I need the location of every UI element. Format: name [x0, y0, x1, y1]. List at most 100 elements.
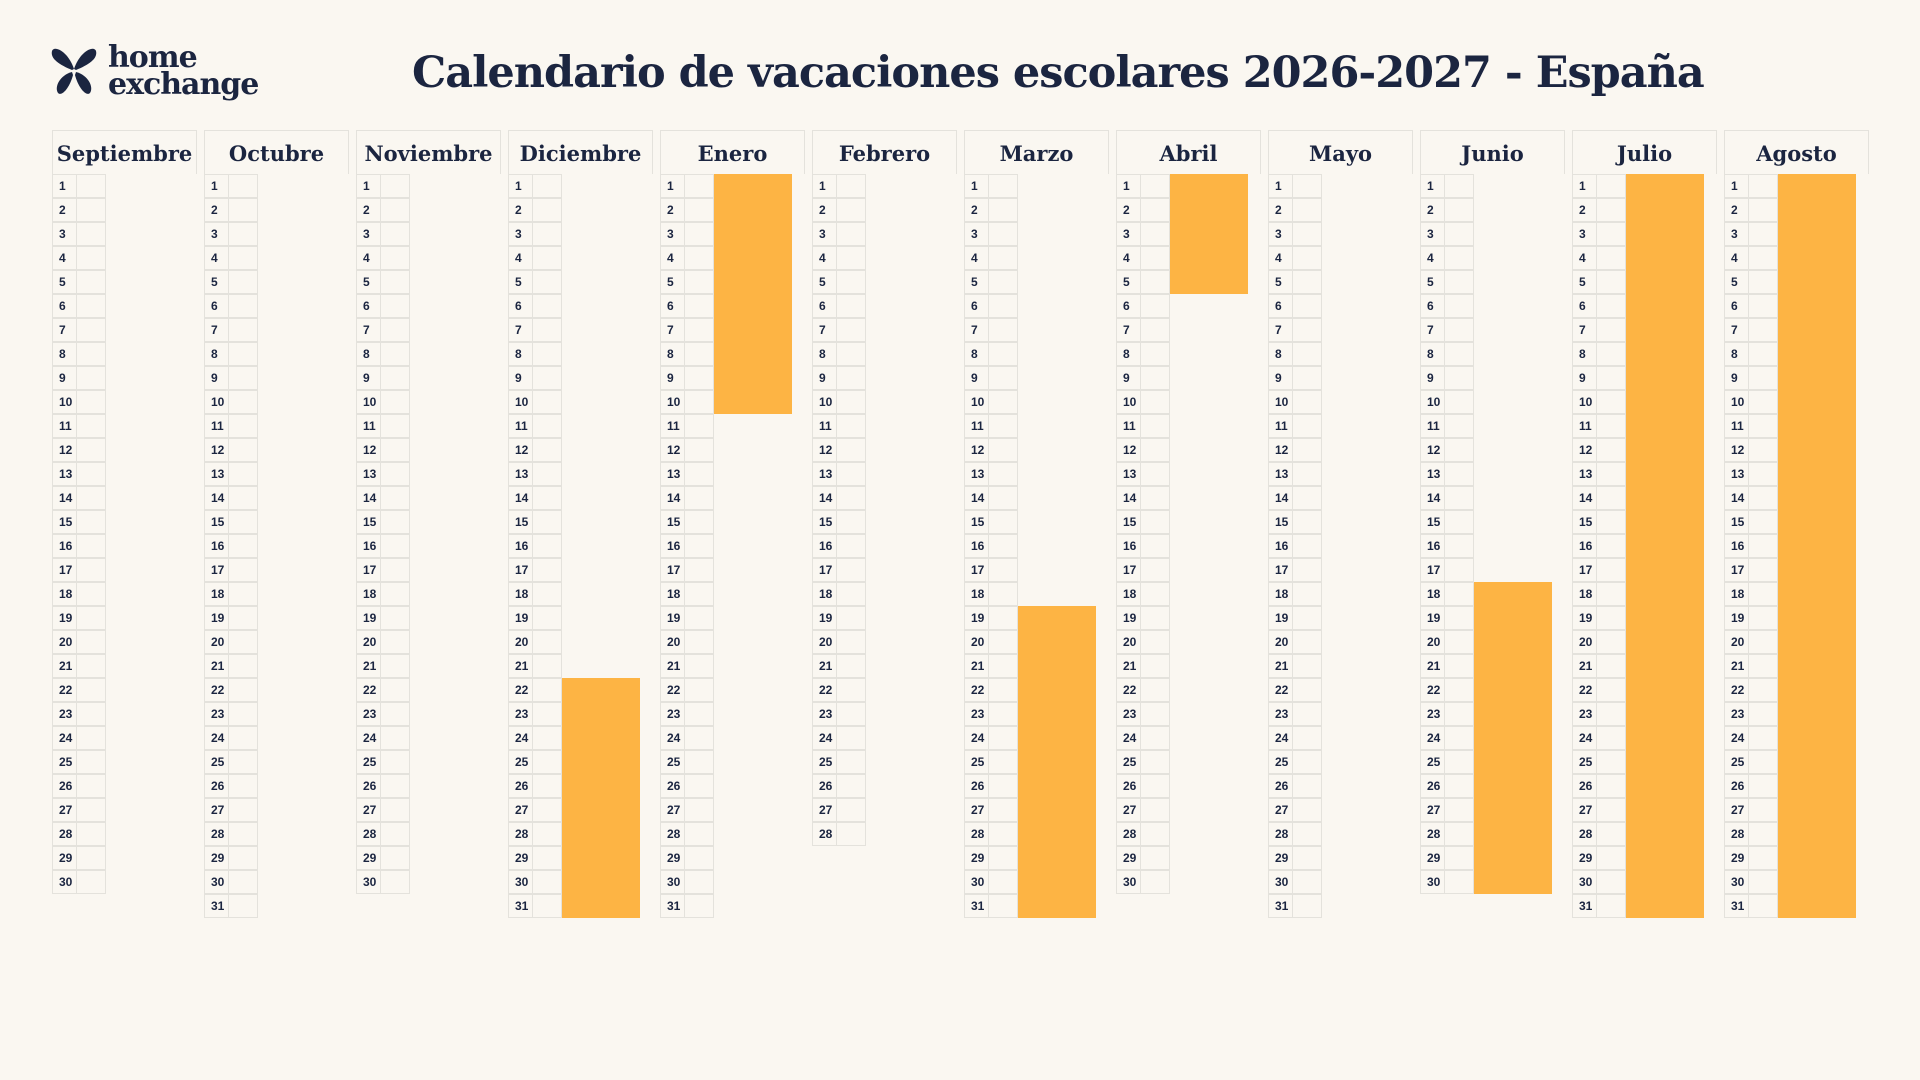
- vacation-block: [1778, 174, 1856, 918]
- day-number: 12: [53, 439, 77, 461]
- day-cell: 15: [1268, 510, 1322, 534]
- day-cell: 22: [964, 678, 1018, 702]
- day-number: 5: [1725, 271, 1749, 293]
- day-cell: 4: [812, 246, 866, 270]
- day-cell: 10: [1420, 390, 1474, 414]
- day-number: 4: [53, 247, 77, 269]
- brand-logo: home exchange: [50, 40, 259, 100]
- day-number: 15: [205, 511, 229, 533]
- brand-line-1: home: [108, 40, 198, 75]
- day-cell: 11: [356, 414, 410, 438]
- day-cell: 11: [1116, 414, 1170, 438]
- day-cell: 10: [964, 390, 1018, 414]
- day-cell: 31: [204, 894, 258, 918]
- day-cell: 3: [204, 222, 258, 246]
- day-cell: 4: [356, 246, 410, 270]
- day-number: 2: [205, 199, 229, 221]
- day-cell: 5: [356, 270, 410, 294]
- day-cell: 20: [812, 630, 866, 654]
- day-number: 31: [965, 895, 989, 917]
- day-number: 28: [53, 823, 77, 845]
- day-number: 26: [1421, 775, 1445, 797]
- day-number: 1: [1269, 175, 1293, 197]
- day-number: 25: [509, 751, 533, 773]
- day-cell: 24: [1572, 726, 1626, 750]
- day-cell: 7: [356, 318, 410, 342]
- day-cell: 16: [1572, 534, 1626, 558]
- day-number: 27: [1573, 799, 1597, 821]
- day-cell: 7: [1572, 318, 1626, 342]
- day-cell: 2: [964, 198, 1018, 222]
- day-number: 18: [1725, 583, 1749, 605]
- month-column: Agosto 1 2 3 4 5 6 7 8 9 10 11 12 13 14 15 16 17 18 19 20 21 2…: [1724, 130, 1869, 918]
- day-cell: 7: [1116, 318, 1170, 342]
- day-number: 7: [1269, 319, 1293, 341]
- day-number: 29: [1117, 847, 1141, 869]
- day-number: 31: [509, 895, 533, 917]
- day-number: 21: [1117, 655, 1141, 677]
- day-number: 20: [1725, 631, 1749, 653]
- day-number: 10: [1269, 391, 1293, 413]
- day-cell: 17: [1420, 558, 1474, 582]
- day-number: 20: [661, 631, 685, 653]
- day-number: 15: [965, 511, 989, 533]
- day-cell: 15: [964, 510, 1018, 534]
- day-cell: 28: [356, 822, 410, 846]
- day-cell: 20: [356, 630, 410, 654]
- day-cell: 10: [204, 390, 258, 414]
- day-number: 21: [1573, 655, 1597, 677]
- day-cell: 21: [660, 654, 714, 678]
- day-number: 3: [1269, 223, 1293, 245]
- day-cell: 31: [964, 894, 1018, 918]
- day-number: 6: [1117, 295, 1141, 317]
- day-number: 27: [1421, 799, 1445, 821]
- day-cell: 15: [1420, 510, 1474, 534]
- day-number: 6: [205, 295, 229, 317]
- day-number: 27: [509, 799, 533, 821]
- day-cell: 2: [1116, 198, 1170, 222]
- day-cell: 1: [660, 174, 714, 198]
- day-number: 19: [509, 607, 533, 629]
- day-cell: 12: [1116, 438, 1170, 462]
- day-number: 23: [1421, 703, 1445, 725]
- month-column: Enero 1 2 3 4 5 6 7 8 9 10 11 12 13 14 15 16 17 18 19 20 21 22…: [660, 130, 805, 918]
- day-number: 6: [1421, 295, 1445, 317]
- day-number: 14: [965, 487, 989, 509]
- day-number: 19: [661, 607, 685, 629]
- day-cell: 25: [204, 750, 258, 774]
- day-cell: 3: [1420, 222, 1474, 246]
- day-number: 20: [205, 631, 229, 653]
- day-number: 4: [1269, 247, 1293, 269]
- day-cell: 7: [1268, 318, 1322, 342]
- day-number: 30: [1421, 871, 1445, 893]
- day-number: 19: [53, 607, 77, 629]
- day-cell: 25: [812, 750, 866, 774]
- day-cell: 20: [1116, 630, 1170, 654]
- day-number: 20: [1421, 631, 1445, 653]
- day-number: 28: [1725, 823, 1749, 845]
- day-cell: 12: [1420, 438, 1474, 462]
- day-cell: 21: [52, 654, 106, 678]
- day-number: 20: [1269, 631, 1293, 653]
- day-number: 24: [965, 727, 989, 749]
- day-cell: 28: [1268, 822, 1322, 846]
- day-cell: 1: [204, 174, 258, 198]
- day-number: 29: [661, 847, 685, 869]
- day-number: 18: [1421, 583, 1445, 605]
- day-number: 23: [53, 703, 77, 725]
- day-number: 9: [1269, 367, 1293, 389]
- day-number: 7: [1421, 319, 1445, 341]
- day-cell: 20: [1420, 630, 1474, 654]
- day-cell: 3: [812, 222, 866, 246]
- day-cell: 25: [660, 750, 714, 774]
- day-number: 20: [813, 631, 837, 653]
- day-cell: 26: [1724, 774, 1778, 798]
- day-cell: 4: [1268, 246, 1322, 270]
- day-number: 24: [813, 727, 837, 749]
- day-cell: 24: [1268, 726, 1322, 750]
- day-number: 1: [1117, 175, 1141, 197]
- day-number: 15: [1725, 511, 1749, 533]
- day-number: 13: [1117, 463, 1141, 485]
- day-cell: 29: [1116, 846, 1170, 870]
- day-number: 30: [1269, 871, 1293, 893]
